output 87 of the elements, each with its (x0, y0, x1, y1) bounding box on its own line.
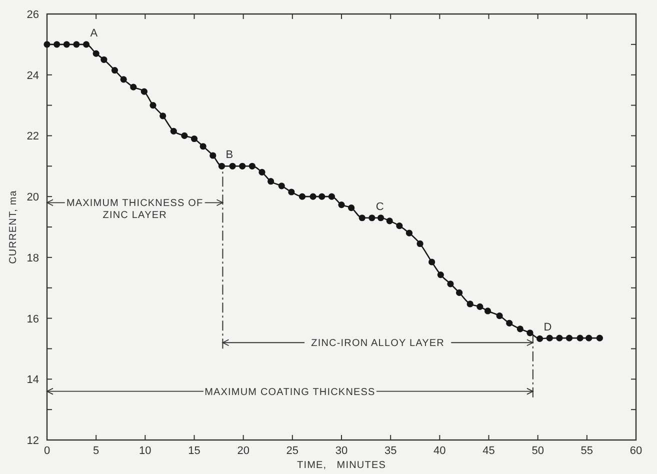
point (310, 193, 316, 200)
point (596, 334, 603, 342)
x-tick-label: 25 (286, 445, 299, 457)
point (44, 41, 50, 48)
x-tick-label: 30 (335, 445, 348, 457)
point (484, 308, 492, 314)
point (100, 56, 108, 63)
point (190, 135, 198, 142)
x-tick-label: 10 (139, 445, 152, 457)
x-tick-label: 0 (44, 445, 50, 457)
y-tick-label: 22 (26, 130, 39, 143)
point (416, 240, 424, 248)
point (150, 102, 156, 109)
point (546, 334, 553, 342)
point (63, 41, 70, 48)
point (73, 41, 80, 48)
point (181, 132, 188, 140)
x-tick-label: 20 (237, 445, 250, 457)
y-tick-label: 14 (26, 374, 39, 386)
x-tick-label: 45 (482, 445, 495, 457)
point (526, 330, 534, 336)
y-tick-label: 16 (26, 313, 39, 326)
point (476, 303, 484, 310)
y-tick-label: 20 (26, 192, 39, 204)
x-tick-label: 15 (188, 445, 200, 457)
point (566, 334, 573, 342)
point (160, 112, 166, 120)
point (111, 66, 118, 74)
point (278, 182, 285, 190)
point (239, 162, 246, 170)
point (586, 334, 592, 342)
point (386, 218, 393, 224)
point (130, 84, 137, 90)
annotation: ZINC-IRON ALLOY LAYER (311, 338, 445, 350)
point (268, 178, 274, 185)
point (428, 258, 436, 266)
y-tick-label: 18 (26, 252, 39, 264)
point (396, 222, 403, 230)
point (170, 128, 177, 134)
y-axis-title: CURRENT, ma (8, 190, 19, 264)
point (210, 152, 216, 159)
point (200, 143, 206, 150)
point (358, 214, 366, 222)
point (406, 230, 413, 236)
point (298, 193, 306, 200)
x-tick-label: 60 (630, 445, 642, 457)
point (466, 300, 474, 308)
point (536, 335, 544, 342)
point (456, 289, 463, 296)
point (54, 41, 60, 48)
y-tick-label: 12 (26, 435, 39, 447)
point (516, 326, 524, 332)
annotation: MAXIMUM THICKNESS OF ZINC LAYER (66, 198, 204, 222)
annotation: MAXIMUM COATING THICKNESS (204, 386, 376, 398)
point (248, 162, 256, 170)
point (377, 214, 384, 222)
point (437, 271, 444, 278)
point (318, 193, 326, 200)
point (258, 168, 266, 176)
point (556, 334, 563, 342)
point (328, 193, 335, 200)
annotation: B (226, 149, 234, 162)
x-tick-label: 55 (580, 445, 594, 457)
x-tick-label: 5 (93, 445, 100, 457)
point (496, 312, 503, 320)
point (506, 320, 513, 326)
point (338, 201, 345, 208)
point (218, 162, 226, 170)
x-tick-label: 35 (384, 445, 397, 457)
point (120, 76, 127, 83)
point (447, 280, 454, 288)
y-tick-label: 24 (26, 70, 39, 82)
y-tick-label: 26 (26, 9, 39, 21)
annotation: C (376, 200, 384, 213)
point (348, 204, 355, 212)
point (82, 41, 90, 48)
point (229, 162, 236, 170)
point (92, 50, 100, 57)
point (576, 334, 584, 342)
point (288, 188, 295, 196)
x-axis-title: TIME, MINUTES (297, 460, 386, 471)
x-tick-label: 40 (434, 445, 446, 457)
x-tick-label: 50 (532, 445, 544, 457)
point (368, 214, 376, 222)
point (140, 88, 148, 95)
annotation: D (544, 322, 552, 334)
annotation: A (90, 27, 98, 40)
